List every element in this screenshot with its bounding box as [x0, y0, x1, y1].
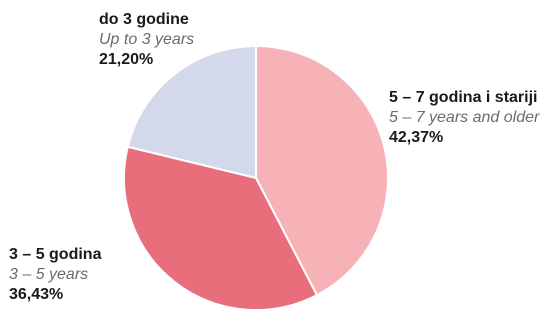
slice-label-3-5-years: 3 – 5 godina 3 – 5 years 36,43%	[9, 245, 101, 305]
slice-5-7-years	[255, 45, 389, 297]
slice-percent: 36,43%	[9, 286, 64, 303]
slice-label-up-to-3-years: do 3 godine Up to 3 years 21,20%	[99, 10, 194, 70]
slice-percent: 42,37%	[389, 129, 444, 146]
slice-percent: 21,20%	[99, 51, 154, 68]
slice-label-local: 5 – 7 godina i stariji	[389, 89, 538, 106]
slice-label-local: do 3 godine	[99, 11, 189, 28]
slice-3-5-years	[123, 145, 318, 311]
slice-label-english: 5 – 7 years and older	[389, 109, 540, 126]
slice-label-5-7-years: 5 – 7 godina i stariji 5 – 7 years and o…	[389, 88, 539, 148]
slice-label-english: 3 – 5 years	[9, 266, 89, 283]
slice-up-to-3-years	[126, 45, 257, 179]
slice-label-local: 3 – 5 godina	[9, 246, 102, 263]
slice-label-english: Up to 3 years	[99, 31, 195, 48]
